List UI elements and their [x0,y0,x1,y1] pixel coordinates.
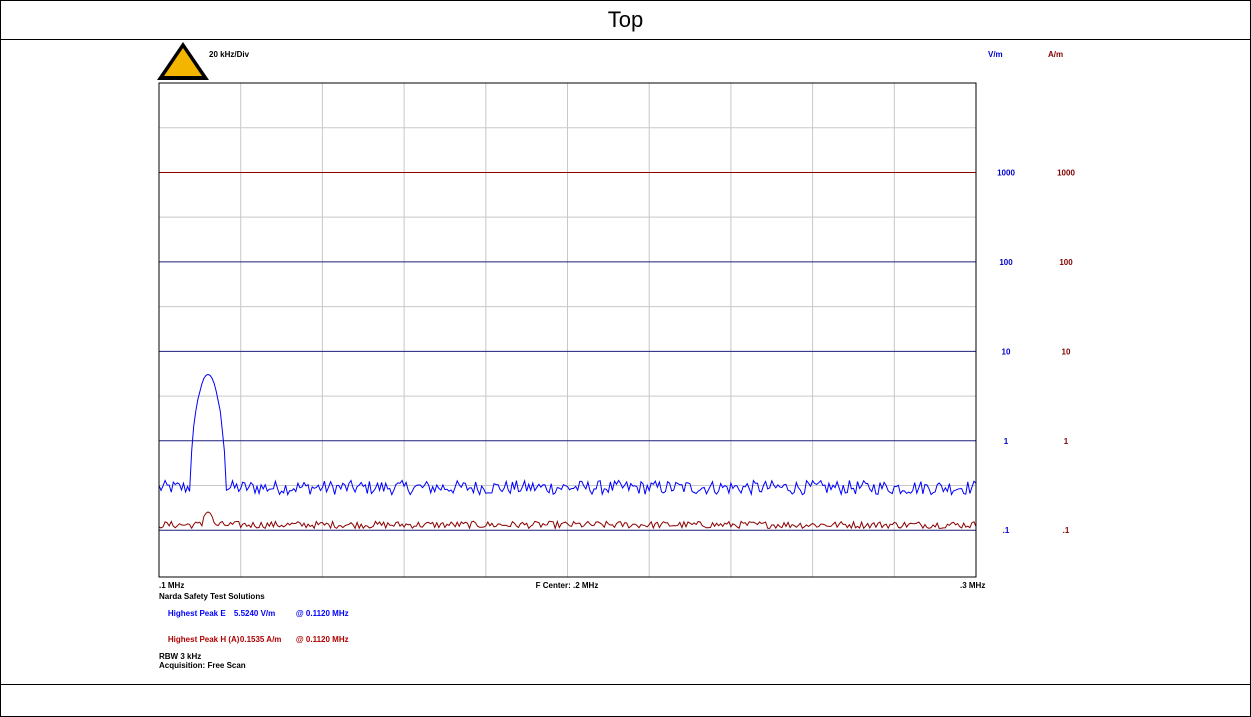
div-label: 20 kHz/Div [209,50,250,59]
company-name: Narda Safety Test Solutions [159,592,265,601]
unit-h-label: A/m [1048,50,1063,59]
y-label-h-1: 1 [1064,437,1069,446]
acquisition: Acquisition: Free Scan [159,660,246,670]
plot-border [158,82,977,578]
peak-h-freq: @ 0.1120 MHz [295,634,349,644]
y-label-h-0: .1 [1063,526,1070,535]
y-label-e-3: 100 [999,258,1013,267]
peak-h-row: Highest Peak H (A)0.1535 A/m @ 0.1120 MHz [159,627,349,653]
peak-e-freq: @ 0.1120 MHz [295,609,349,619]
y-label-e-2: 10 [1002,347,1011,356]
series-H-line [158,511,977,530]
peak-h-value: 0.1535 A/m [239,634,282,644]
warning-icon [157,42,209,80]
peak-e-label: Highest Peak E [167,609,226,619]
y-label-e-4: 1000 [997,168,1015,177]
y-label-h-4: 1000 [1057,168,1075,177]
x-tick-center: F Center: .2 MHz [536,581,599,590]
measurement-info: Narda Safety Test Solutions Highest Peak… [159,592,349,670]
y-label-e-0: .1 [1003,526,1010,535]
y-label-h-3: 100 [1059,258,1073,267]
unit-e-label: V/m [988,50,1003,59]
series-E-line [158,373,977,497]
peak-h-label: Highest Peak H (A) [167,634,240,644]
footer-divider [1,684,1250,685]
y-label-e-1: 1 [1004,437,1009,446]
x-tick-left: .1 MHz [159,581,184,590]
rbw: RBW 3 kHz [159,652,202,662]
page-title: Top [1,1,1250,40]
x-tick-right: .3 MHz [960,581,985,590]
y-label-h-2: 10 [1062,347,1071,356]
peak-e-row: Highest Peak E 5.5240 V/m @ 0.1120 MHz [159,602,349,628]
peak-e-value: 5.5240 V/m [233,609,276,619]
